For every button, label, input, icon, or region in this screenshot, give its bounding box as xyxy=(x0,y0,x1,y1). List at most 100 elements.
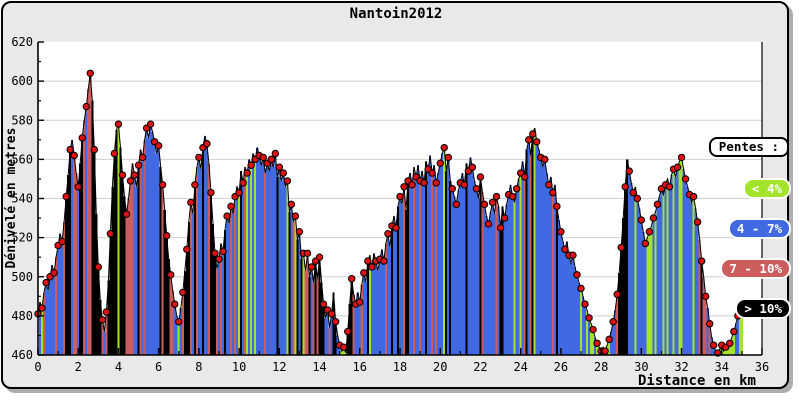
elevation-bar xyxy=(248,159,251,355)
elevation-bar xyxy=(411,184,414,355)
elevation-marker xyxy=(98,316,107,324)
elevation-marker xyxy=(561,245,569,254)
y-tick-label: 460 xyxy=(11,348,33,362)
elevation-marker xyxy=(706,320,714,328)
elevation-bar xyxy=(175,315,178,355)
elevation-bar xyxy=(83,120,86,355)
elevation-bar xyxy=(171,290,174,355)
elevation-marker xyxy=(187,198,195,207)
elevation-bar xyxy=(364,282,367,355)
elevation-bar xyxy=(465,163,468,355)
elevation-bar xyxy=(358,302,361,355)
elevation-bar xyxy=(272,167,275,355)
elevation-bar xyxy=(590,323,593,355)
elevation-marker xyxy=(710,341,718,349)
elevation-bar xyxy=(250,165,253,355)
x-tick-label: 0 xyxy=(34,360,41,374)
elevation-bar xyxy=(419,180,422,355)
elevation-bar xyxy=(433,165,436,355)
elevation-bar xyxy=(334,321,337,355)
elevation-bar xyxy=(406,180,410,355)
elevation-bar xyxy=(435,182,438,355)
x-tick-label: 22 xyxy=(473,360,487,374)
elevation-bar xyxy=(217,259,221,355)
elevation-bar xyxy=(583,304,587,355)
elevation-bar xyxy=(380,249,383,355)
elevation-bar xyxy=(244,167,247,355)
elevation-marker xyxy=(74,183,82,191)
elevation-bar xyxy=(386,233,389,355)
elevation-bar xyxy=(553,184,556,355)
elevation-bar xyxy=(585,310,589,355)
elevation-bar xyxy=(722,351,725,355)
elevation-bar xyxy=(616,294,619,355)
elevation-bar xyxy=(417,165,420,355)
x-tick-label: 12 xyxy=(272,360,286,374)
elevation-bar xyxy=(509,184,512,355)
elevation-bar xyxy=(724,347,727,355)
elevation-bar xyxy=(390,225,394,355)
elevation-bar xyxy=(191,214,194,355)
elevation-marker xyxy=(360,269,368,277)
elevation-bar xyxy=(499,227,502,355)
elevation-bar xyxy=(318,257,321,355)
elevation-bar xyxy=(213,253,217,355)
elevation-bar xyxy=(712,345,715,355)
elevation-bar xyxy=(121,175,124,355)
elevation-bar xyxy=(346,331,349,355)
elevation-marker xyxy=(191,181,199,189)
elevation-bar xyxy=(252,153,255,355)
elevation-marker xyxy=(617,243,625,252)
elevation-marker xyxy=(645,228,654,236)
elevation-bar xyxy=(230,206,233,355)
elevation-bar xyxy=(143,139,146,355)
elevation-bar xyxy=(147,137,150,355)
elevation-marker xyxy=(348,275,356,283)
elevation-bar xyxy=(398,196,402,355)
elevation-bar xyxy=(732,331,735,355)
elevation-marker xyxy=(697,257,706,265)
elevation-bar xyxy=(473,180,476,355)
elevation-bar xyxy=(362,272,365,355)
elevation-bar xyxy=(298,231,301,355)
elevation-bar xyxy=(610,331,613,355)
elevation-bar xyxy=(320,282,323,355)
elevation-bar xyxy=(51,265,54,355)
elevation-bar xyxy=(736,315,739,355)
x-tick-label: 4 xyxy=(115,360,122,374)
elevation-bar xyxy=(254,159,257,355)
elevation-bar xyxy=(111,186,114,355)
elevation-bar xyxy=(286,180,289,355)
elevation-marker xyxy=(368,263,376,271)
legend-item-2: 7 - 10% xyxy=(722,260,789,277)
elevation-bar xyxy=(177,321,180,355)
elevation-marker xyxy=(444,153,452,162)
elevation-bar xyxy=(557,220,560,355)
elevation-marker xyxy=(331,318,340,326)
elevation-bar xyxy=(549,176,552,355)
elevation-bar xyxy=(356,292,359,355)
elevation-bar xyxy=(183,270,186,355)
elevation-marker xyxy=(171,300,179,308)
elevation-marker xyxy=(62,192,70,201)
elevation-bar xyxy=(688,194,691,355)
elevation-bar xyxy=(644,243,647,355)
elevation-bar xyxy=(81,137,84,355)
elevation-marker xyxy=(287,200,296,209)
elevation-bar xyxy=(455,204,458,355)
elevation-bar xyxy=(159,167,162,355)
elevation-marker xyxy=(66,145,74,154)
elevation-bar xyxy=(728,343,731,355)
elevation-bar xyxy=(565,241,568,355)
elevation-bar xyxy=(157,145,160,355)
elevation-bar xyxy=(382,261,385,355)
elevation-marker xyxy=(356,298,364,306)
elevation-bar xyxy=(555,206,558,355)
elevation-bar xyxy=(513,202,516,355)
elevation-marker xyxy=(154,141,163,150)
elevation-marker xyxy=(102,308,111,316)
elevation-bar xyxy=(409,173,412,355)
elevation-bar xyxy=(614,310,617,355)
elevation-bar xyxy=(232,214,235,355)
